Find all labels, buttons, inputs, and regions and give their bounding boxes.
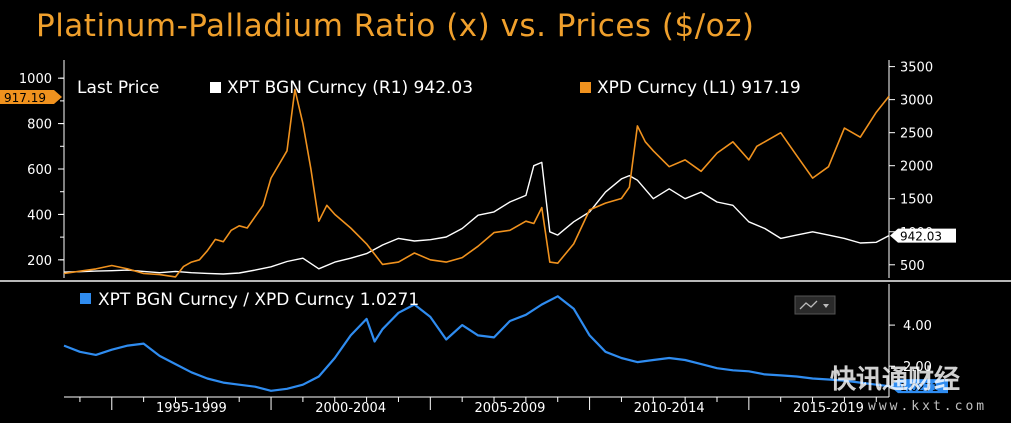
left-tick-label: 200 — [27, 254, 52, 269]
platinum-line — [63, 161, 890, 275]
ratio-axis: 4.00 2.00 — [889, 319, 932, 375]
chevron-down-icon — [823, 304, 829, 308]
ratio-series — [63, 295, 890, 392]
right-tick-label: 3500 — [900, 61, 933, 76]
legend-label: Last Price — [77, 78, 159, 98]
left-tick-label: 400 — [27, 208, 52, 223]
left-tick-label: 600 — [27, 163, 52, 178]
price-series — [63, 88, 890, 278]
chart-type-button[interactable] — [794, 295, 836, 315]
last-value-ratio: 1.0271 — [900, 381, 939, 394]
legend-swatch-platinum — [210, 82, 221, 93]
legend-entry-ratio: XPT BGN Curncy / XPD Curncy 1.0271 — [98, 290, 419, 310]
left-axis: 1000 800 600 400 200 — [19, 72, 64, 269]
ratio-tick-label: 4.00 — [903, 319, 932, 334]
watermark: 快讯通财经 www.kxt.com — [830, 364, 987, 414]
palladium-line — [63, 88, 890, 278]
right-tick-label: 3000 — [900, 94, 933, 109]
period-label: 2010-2014 — [634, 401, 705, 416]
chart-type-selector[interactable] — [794, 295, 836, 315]
legend-entry-palladium: XPD Curncy (L1) 917.19 — [597, 78, 801, 98]
period-label: 2005-2009 — [475, 401, 546, 416]
left-tick-label: 1000 — [19, 72, 52, 87]
right-tick-label: 1500 — [900, 193, 933, 208]
last-value-tag-right: 942.03 — [890, 228, 956, 244]
last-value-right: 942.03 — [900, 230, 942, 244]
last-value-tag-left: 917.19 — [0, 89, 62, 105]
left-tick-label: 800 — [27, 118, 52, 133]
top-legend: Last Price XPT BGN Curncy (R1) 942.03 XP… — [77, 78, 801, 98]
period-label: 1995-1999 — [156, 401, 227, 416]
right-tick-label: 2500 — [900, 127, 933, 142]
bottom-legend: XPT BGN Curncy / XPD Curncy 1.0271 — [80, 290, 419, 310]
time-axis: 1995-1999 2000-2004 2005-2009 2010-2014 2015… — [79, 397, 877, 416]
period-label: 2000-2004 — [315, 401, 386, 416]
watermark-cn: 快讯通财经 — [830, 364, 960, 395]
ratio-line — [63, 295, 890, 392]
line-chart-icon — [799, 300, 818, 310]
legend-swatch-ratio — [80, 293, 91, 304]
legend-swatch-palladium — [580, 82, 591, 93]
period-label: 2015-2019 — [793, 401, 864, 416]
last-value-left: 917.19 — [4, 91, 46, 105]
last-value-tag-ratio: 1.0271 — [890, 379, 948, 394]
right-tick-label: 2000 — [900, 160, 933, 175]
ratio-tick-label: 2.00 — [903, 360, 932, 375]
right-tick-label: 500 — [900, 259, 925, 274]
legend-entry-platinum: XPT BGN Curncy (R1) 942.03 — [227, 78, 473, 98]
chart-title: Platinum-Palladium Ratio (x) vs. Prices … — [36, 8, 755, 44]
watermark-url: www.kxt.com — [868, 399, 987, 414]
